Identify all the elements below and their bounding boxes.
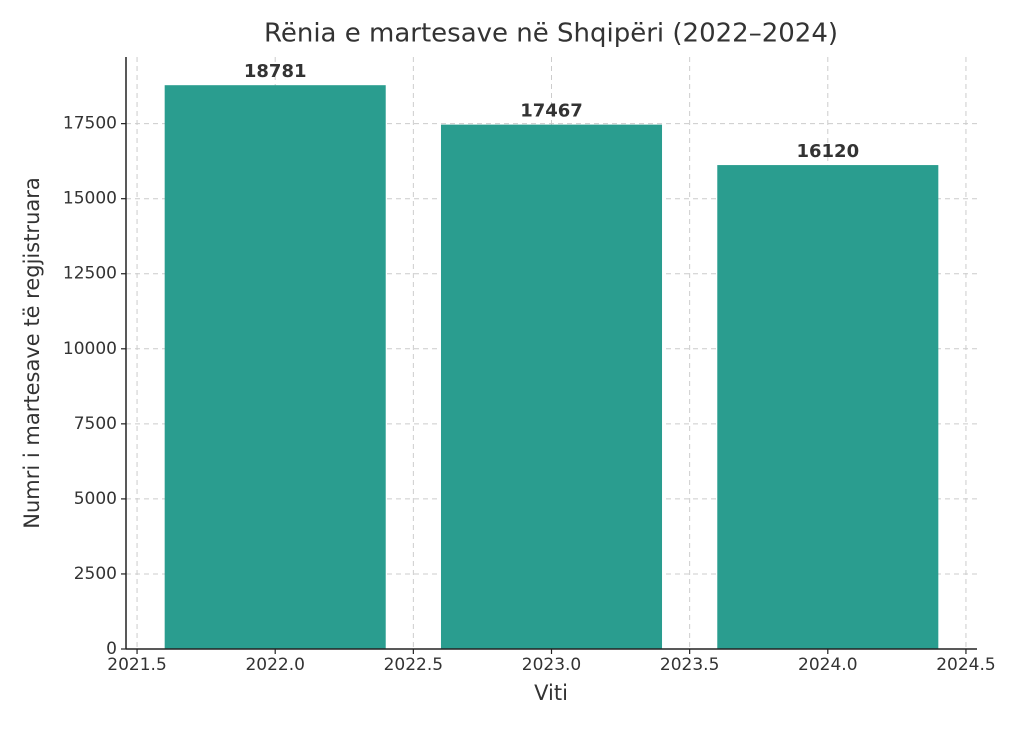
chart-title: Rënia e martesave në Shqipëri (2022–2024…	[264, 19, 838, 49]
bar	[440, 124, 663, 650]
x-tick-label: 2021.5	[107, 655, 166, 675]
data-label: 16120	[796, 141, 859, 162]
x-tick-label: 2024.5	[936, 655, 995, 675]
y-tick-label: 0	[106, 639, 117, 659]
data-label: 17467	[520, 101, 583, 122]
x-axis-label: Viti	[534, 681, 568, 705]
y-tick-label: 12500	[63, 264, 117, 284]
y-tick-label: 10000	[63, 339, 117, 359]
y-tick-label: 15000	[63, 189, 117, 209]
x-tick-label: 2024.0	[798, 655, 857, 675]
y-tick-label: 5000	[74, 489, 117, 509]
x-tick-label: 2022.0	[245, 655, 304, 675]
bar	[164, 85, 386, 650]
y-tick-label: 2500	[74, 564, 117, 584]
x-tick-label: 2022.5	[384, 655, 443, 675]
y-tick-label: 17500	[63, 114, 117, 134]
x-tick-label: 2023.5	[660, 655, 719, 675]
bar	[717, 165, 939, 649]
x-tick-label: 2023.0	[522, 655, 581, 675]
y-tick-label: 7500	[74, 414, 117, 434]
data-label: 18781	[244, 61, 307, 82]
y-axis-label: Numri i martesave të regjistruara	[20, 177, 44, 528]
